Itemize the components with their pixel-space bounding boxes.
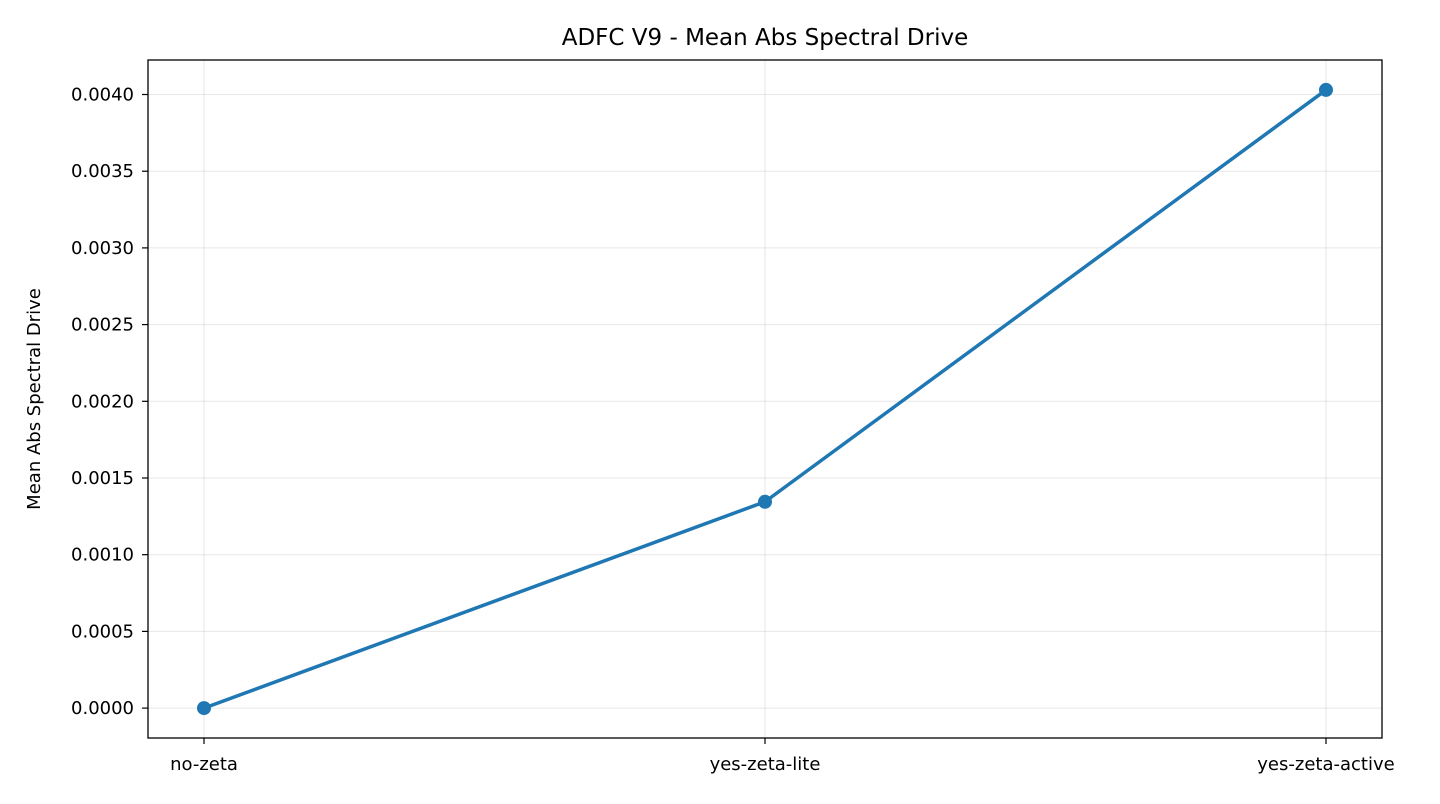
gridlines xyxy=(148,60,1382,738)
chart-title: ADFC V9 - Mean Abs Spectral Drive xyxy=(562,25,969,51)
data-point xyxy=(1319,82,1333,97)
series-markers xyxy=(197,82,1333,716)
y-tick-label: 0.0025 xyxy=(71,315,134,336)
x-tick-label: yes-zeta-lite xyxy=(710,754,821,775)
y-tick-label: 0.0020 xyxy=(71,391,134,412)
x-tick-label: yes-zeta-active xyxy=(1257,754,1394,775)
y-tick-label: 0.0015 xyxy=(71,468,134,489)
y-tick-label: 0.0005 xyxy=(71,621,134,642)
axis-ticks: 0.0000 0.0005 0.0010 0.0015 0.0020 0.0025 0.00… xyxy=(71,85,1395,775)
y-tick-label: 0.0000 xyxy=(71,698,134,719)
y-tick-label: 0.0035 xyxy=(71,161,134,182)
y-tick-label: 0.0040 xyxy=(71,85,134,106)
y-axis-label: Mean Abs Spectral Drive xyxy=(24,288,45,510)
y-tick-label: 0.0030 xyxy=(71,238,134,259)
y-tick-label: 0.0010 xyxy=(71,545,134,566)
data-point xyxy=(758,494,772,509)
data-point xyxy=(197,701,211,716)
x-tick-label: no-zeta xyxy=(170,754,238,775)
